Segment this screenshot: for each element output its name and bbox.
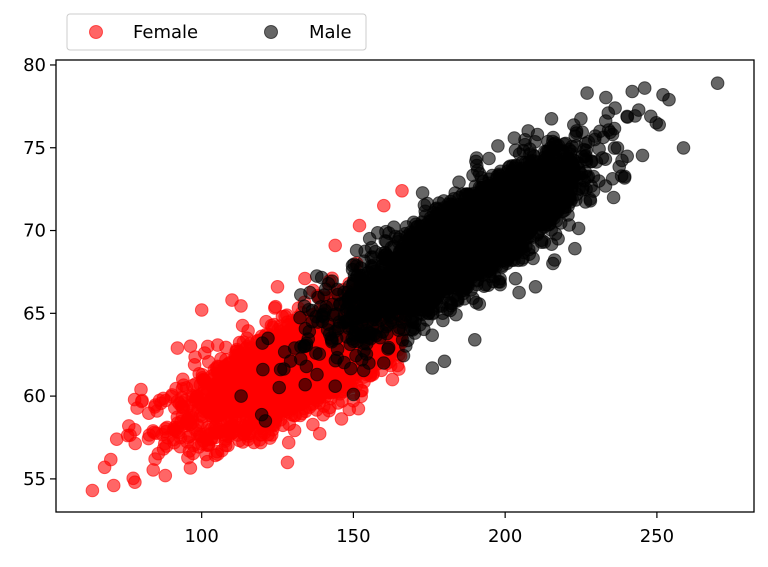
data-point: [146, 424, 160, 438]
data-point: [185, 411, 199, 425]
data-point: [318, 282, 333, 297]
data-point: [267, 391, 281, 406]
points-layer: [85, 76, 725, 498]
data-point: [130, 401, 144, 415]
data-point: [285, 398, 300, 413]
data-point: [158, 468, 173, 483]
data-point: [508, 271, 523, 286]
data-point: [544, 112, 559, 126]
data-point: [635, 148, 650, 163]
data-point: [225, 293, 239, 307]
data-point: [297, 299, 312, 314]
data-point: [281, 435, 296, 450]
data-point: [219, 353, 233, 367]
data-point: [606, 190, 621, 205]
data-point: [316, 408, 331, 422]
data-point: [268, 301, 282, 315]
data-point: [170, 394, 185, 409]
data-point: [259, 314, 273, 329]
data-point: [197, 374, 212, 388]
data-point: [306, 417, 320, 432]
data-point: [390, 358, 405, 373]
data-point: [85, 483, 100, 498]
data-point: [298, 271, 312, 286]
data-point: [482, 151, 496, 166]
data-point: [235, 372, 250, 387]
data-point: [351, 401, 366, 416]
data-point: [270, 280, 285, 294]
data-point: [156, 442, 171, 456]
data-point: [122, 419, 136, 433]
data-point: [200, 339, 215, 354]
data-point: [188, 393, 202, 408]
data-point: [356, 363, 371, 378]
data-point: [203, 398, 218, 412]
data-point: [183, 461, 198, 475]
data-point: [334, 412, 349, 426]
data-point: [298, 377, 313, 392]
data-point: [106, 478, 121, 493]
data-point: [381, 340, 396, 355]
data-point: [134, 382, 148, 397]
data-point: [260, 379, 274, 394]
data-point: [303, 285, 317, 300]
data-point: [617, 169, 632, 184]
data-point: [243, 337, 257, 351]
data-point: [583, 194, 598, 208]
data-point: [97, 460, 112, 475]
data-point: [272, 380, 287, 395]
data-point: [148, 400, 162, 414]
data-point: [179, 381, 194, 395]
data-point: [247, 383, 262, 398]
data-point: [599, 90, 613, 105]
data-point: [128, 475, 142, 490]
data-point: [385, 372, 400, 387]
data-point: [183, 429, 197, 444]
data-point: [167, 435, 181, 450]
data-point: [235, 318, 250, 333]
data-point: [170, 341, 185, 355]
data-point: [201, 355, 216, 369]
data-point: [287, 423, 302, 438]
data-point: [312, 426, 327, 441]
data-point: [512, 285, 526, 300]
data-point: [109, 432, 124, 447]
data-point: [188, 350, 202, 364]
data-point: [312, 347, 327, 361]
data-point: [186, 446, 200, 461]
data-point: [256, 362, 270, 377]
data-point: [218, 383, 233, 397]
data-point: [215, 443, 229, 458]
data-point: [331, 396, 345, 410]
data-point: [395, 184, 409, 198]
data-point: [196, 434, 211, 448]
data-point: [225, 426, 239, 440]
data-point: [156, 391, 171, 406]
data-point: [352, 218, 367, 233]
data-point: [377, 198, 391, 213]
data-point: [491, 139, 505, 153]
data-point: [146, 463, 160, 477]
data-point: [280, 455, 295, 470]
data-point: [328, 238, 343, 253]
data-point: [194, 303, 209, 317]
data-point: [253, 435, 268, 450]
data-point: [546, 256, 560, 271]
data-point: [200, 454, 215, 469]
